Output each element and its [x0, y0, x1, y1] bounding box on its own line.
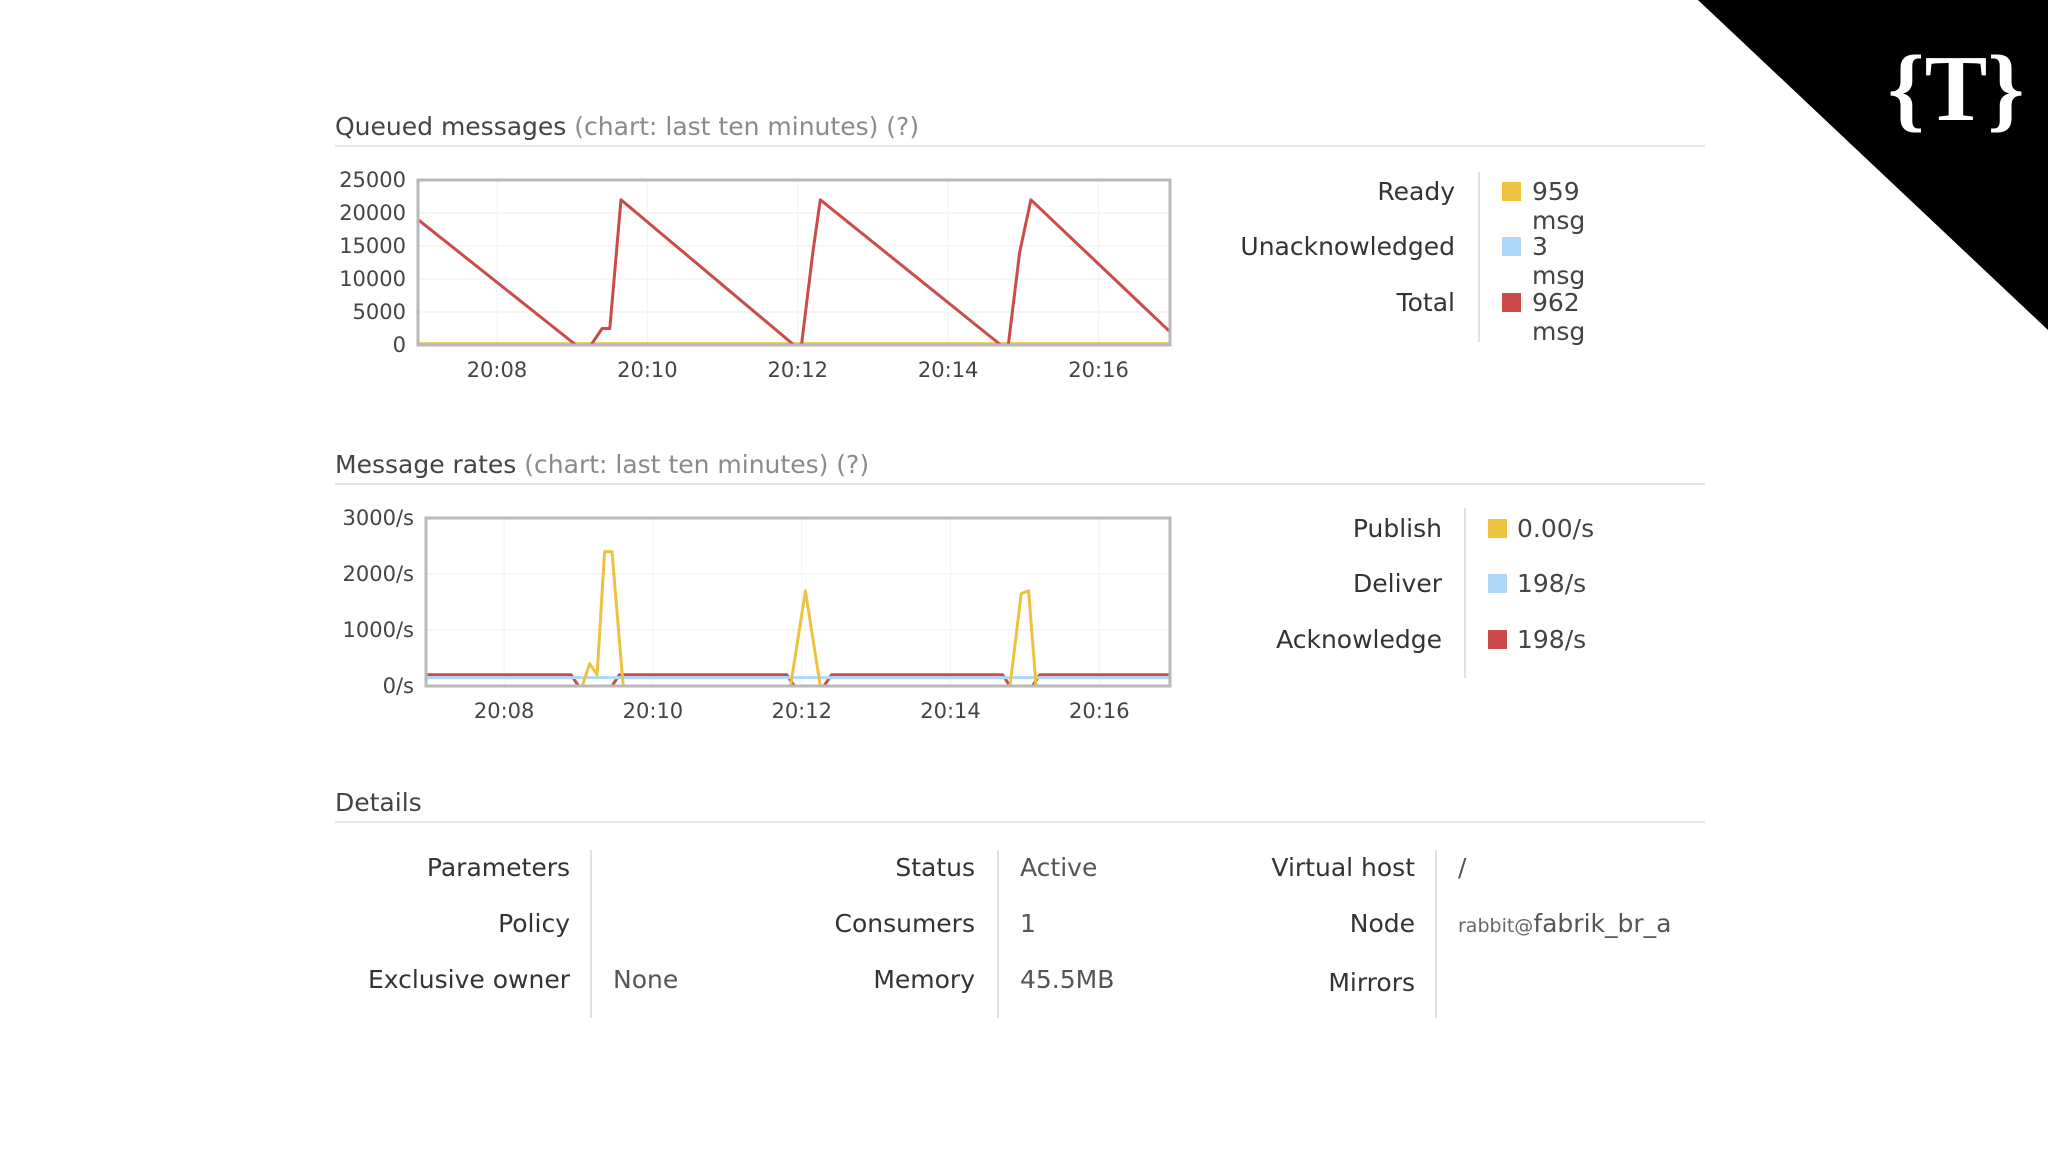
x-tick-label: 20:16 [1069, 699, 1130, 723]
legend-swatch-total [1502, 293, 1521, 312]
x-tick-label: 20:12 [767, 358, 828, 382]
exclusive-owner-value: None [613, 965, 679, 994]
y-tick-label: 0 [393, 333, 406, 357]
corner-triangle [1698, 0, 2048, 330]
queued-messages-hint[interactable]: (chart: last ten minutes) (?) [574, 112, 920, 141]
legend-swatch-deliver [1488, 574, 1507, 593]
details-divider [1435, 850, 1437, 1018]
x-tick-label: 20:08 [474, 699, 535, 723]
publisher-logo-icon: {T} [1888, 37, 2025, 141]
series-line-total [417, 198, 1172, 347]
plot-frame [416, 178, 1172, 347]
legend-label-total: Total [1396, 288, 1455, 317]
memory-label: Memory [873, 965, 975, 994]
legend-divider [1464, 508, 1466, 678]
status-label: Status [895, 853, 975, 882]
x-tick-label: 20:10 [623, 699, 684, 723]
queued-messages-chart: 25000 20000 15000 10000 5000 0 20:08 20:10 20:12… [330, 168, 1172, 390]
y-tick-label: 15000 [339, 234, 406, 258]
message-rates-header: Message rates (chart: last ten minutes) … [335, 450, 1705, 485]
legend-swatch-unacknowledged [1502, 237, 1521, 256]
legend-label-deliver: Deliver [1353, 569, 1442, 598]
queued-messages-header: Queued messages (chart: last ten minutes… [335, 112, 1705, 147]
virtual-host-label: Virtual host [1271, 853, 1415, 882]
message-rates-hint[interactable]: (chart: last ten minutes) (?) [524, 450, 870, 479]
x-tick-label: 20:12 [771, 699, 832, 723]
y-tick-label: 5000 [353, 300, 406, 324]
x-tick-label: 20:14 [918, 358, 979, 382]
queued-messages-plot: 25000 20000 15000 10000 5000 0 20:08 20:10 20:12… [339, 168, 1172, 382]
message-rates-title: Message rates [335, 450, 517, 479]
status-value: Active [1020, 853, 1098, 882]
y-tick-label: 10000 [339, 267, 406, 291]
legend-value-ready: 959 msg [1532, 177, 1586, 235]
y-tick-label: 0/s [383, 674, 414, 698]
details-divider [997, 850, 999, 1018]
legend-divider [1478, 172, 1480, 342]
memory-value: 45.5MB [1020, 965, 1115, 994]
node-value: rabbit@fabrik_br_a [1458, 909, 1671, 938]
node-name: fabrik_br_a [1533, 909, 1672, 938]
x-tick-label: 20:10 [617, 358, 678, 382]
x-tick-label: 20:14 [920, 699, 981, 723]
legend-value-total: 962 msg [1532, 288, 1586, 346]
x-tick-label: 20:16 [1068, 358, 1129, 382]
legend-value-deliver: 198/s [1517, 569, 1587, 598]
details-divider [590, 850, 592, 1018]
y-tick-label: 3000/s [343, 506, 414, 530]
x-tick-label: 20:08 [467, 358, 528, 382]
y-tick-label: 1000/s [343, 618, 414, 642]
legend-value-acknowledge: 198/s [1517, 625, 1587, 654]
details-title: Details [335, 788, 422, 817]
details-header: Details [335, 788, 1705, 823]
legend-label-acknowledge: Acknowledge [1276, 625, 1442, 654]
virtual-host-value: / [1458, 853, 1467, 882]
y-tick-label: 2000/s [343, 562, 414, 586]
legend-label-unacknowledged: Unacknowledged [1240, 232, 1455, 261]
legend-value-publish: 0.00/s [1517, 514, 1595, 543]
legend-label-publish: Publish [1352, 514, 1442, 543]
legend-swatch-publish [1488, 519, 1507, 538]
y-tick-label: 25000 [339, 168, 406, 192]
queued-messages-title: Queued messages [335, 112, 567, 141]
legend-swatch-acknowledge [1488, 630, 1507, 649]
exclusive-owner-label: Exclusive owner [367, 965, 570, 994]
consumers-label: Consumers [834, 909, 975, 938]
node-label: Node [1349, 909, 1415, 938]
corner-badge: {T} [1698, 0, 2048, 330]
consumers-value: 1 [1020, 909, 1036, 938]
mirrors-label: Mirrors [1328, 968, 1415, 997]
message-rates-chart: 3000/s 2000/s 1000/s 0/s 20:08 20:10 20:12 20:1… [330, 505, 1172, 725]
node-prefix: rabbit@ [1458, 915, 1534, 937]
message-rates-plot: 3000/s 2000/s 1000/s 0/s 20:08 20:10 20:12 20:1… [343, 506, 1172, 723]
series-line-publish [426, 550, 1170, 688]
legend-label-ready: Ready [1377, 177, 1455, 206]
legend-swatch-ready [1502, 182, 1521, 201]
y-tick-label: 20000 [339, 201, 406, 225]
policy-label: Policy [498, 909, 570, 938]
plot-frame [424, 516, 1172, 688]
legend-value-unacknowledged: 3 msg [1532, 232, 1586, 290]
parameters-label: Parameters [426, 853, 570, 882]
